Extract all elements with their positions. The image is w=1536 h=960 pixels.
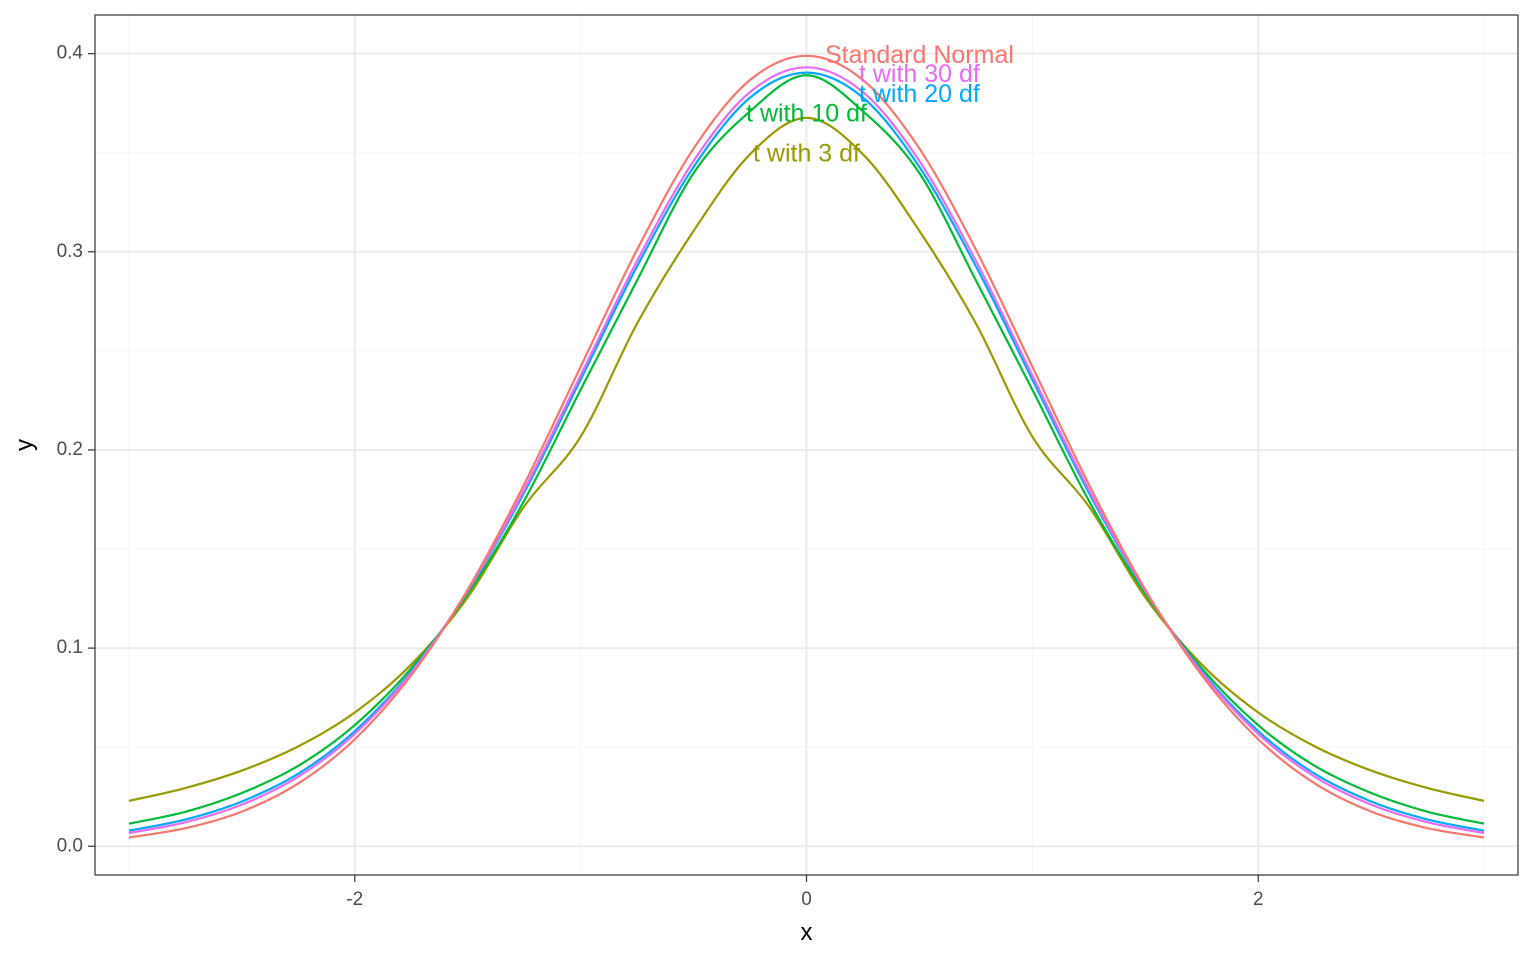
y-tick-label: 0.3 [57,241,83,262]
y-axis-title: y [11,439,38,451]
curve-label: t with 10 df [746,100,867,128]
curve-label: t with 20 df [859,80,980,108]
curve-label: t with 30 df [859,60,980,88]
series-line-t-with-30-df [128,66,1485,835]
series-line-standard-normal [128,54,1485,839]
curve-label: Standard Normal [825,41,1014,69]
y-tick-label: 0.1 [57,637,83,658]
y-axis: 0.0 0.1 0.2 0.3 0.4 [57,43,95,856]
series-line-t-with-20-df [128,71,1485,832]
y-tick-label: 0.4 [57,43,84,64]
x-tick-label: 2 [1253,889,1264,910]
y-tick-label: 0.2 [57,439,83,460]
series-lines [128,54,1485,839]
y-tick-label: 0.0 [57,835,83,856]
series-line-t-with-3-df [128,116,1485,802]
x-axis-title: x [801,919,813,946]
series-line-t-with-10-df [128,74,1485,825]
x-axis: -2 0 2 [346,875,1264,910]
x-tick-label: -2 [346,889,363,910]
x-tick-label: 0 [801,889,812,910]
curve-label: t with 3 df [753,139,860,167]
